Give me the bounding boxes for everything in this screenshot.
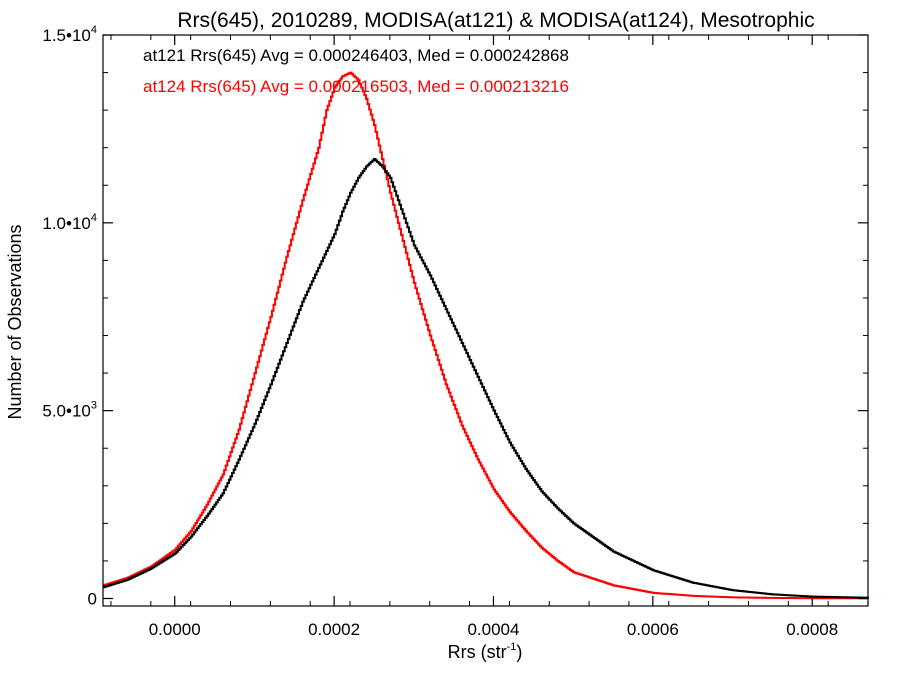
x-tick-label-1: 0.0002 — [308, 620, 360, 639]
x-axis-title-main: Rrs (str — [448, 642, 507, 662]
y-tick-label-0: 0 — [88, 589, 97, 608]
chart-title: Rrs(645), 2010289, MODISA(at121) & MODIS… — [177, 9, 814, 32]
x-tick-label-2: 0.0004 — [467, 620, 519, 639]
x-axis: 0.0000 0.0002 0.0004 0.0006 0.0008 — [110, 35, 838, 639]
y-axis: 0 5.0•103 1.0•104 1.5•104 — [42, 24, 868, 608]
y-tick-label-3: 1.5•104 — [42, 24, 97, 45]
y-axis-title: Number of Observations — [5, 224, 25, 419]
series-at121-line — [103, 157, 869, 599]
x-axis-title-sup: -1 — [507, 641, 517, 653]
x-tick-label-3: 0.0006 — [627, 620, 679, 639]
y-tick-label-2: 1.0•104 — [42, 212, 97, 233]
y-tick-label-1: 5.0•103 — [42, 400, 97, 421]
series-at124-line — [103, 71, 869, 600]
x-tick-label-0: 0.0000 — [149, 620, 201, 639]
x-axis-title-close: ) — [516, 642, 522, 662]
plot-frame — [102, 34, 869, 607]
series-layer — [103, 71, 869, 600]
annotation-at121: at121 Rrs(645) Avg = 0.000246403, Med = … — [143, 46, 569, 65]
x-tick-label-4: 0.0008 — [786, 620, 838, 639]
x-axis-title: Rrs (str-1) — [448, 641, 523, 662]
annotation-at124: at124 Rrs(645) Avg = 0.000216503, Med = … — [143, 77, 569, 96]
